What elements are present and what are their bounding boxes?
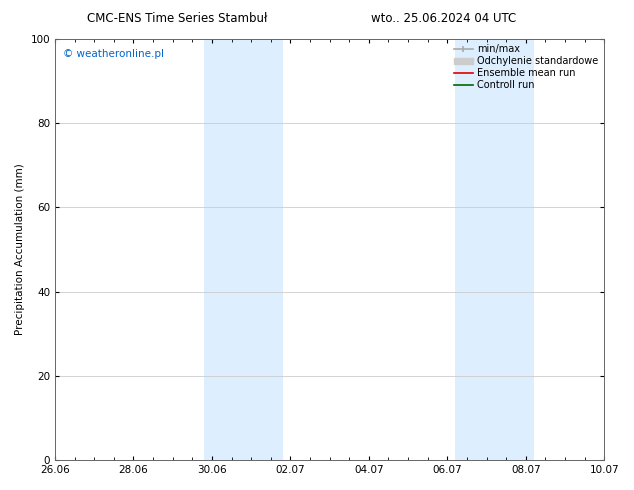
- Text: CMC-ENS Time Series Stambuł: CMC-ENS Time Series Stambuł: [87, 12, 268, 25]
- Bar: [455, 39, 534, 460]
- Text: wto.. 25.06.2024 04 UTC: wto.. 25.06.2024 04 UTC: [371, 12, 517, 25]
- Legend: min/max, Odchylenie standardowe, Ensemble mean run, Controll run: min/max, Odchylenie standardowe, Ensembl…: [451, 42, 601, 93]
- Y-axis label: Precipitation Accumulation (mm): Precipitation Accumulation (mm): [15, 164, 25, 335]
- Text: © weatheronline.pl: © weatheronline.pl: [63, 49, 164, 59]
- Bar: [204, 39, 283, 460]
